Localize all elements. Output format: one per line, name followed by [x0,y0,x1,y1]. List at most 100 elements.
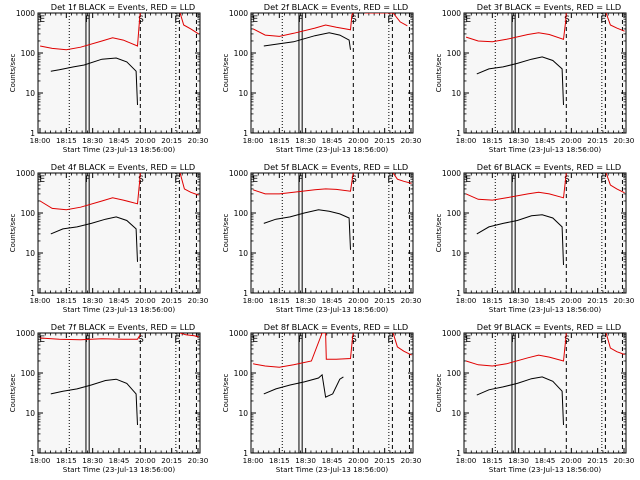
x-tick-label: 18:15 [482,136,503,145]
detector-panel-6: Det 6f BLACK = Events, RED = LLD 1 10 100 10… [435,162,635,314]
event-marker-label: E [252,335,258,345]
plot-frame [463,332,627,454]
series-events [476,376,564,426]
series-lld [179,333,199,338]
series-lld [179,173,199,196]
x-tick-label: 20:30 [614,136,635,145]
event-marker-label: S [138,175,144,185]
x-tick-label: 18:45 [109,136,130,145]
x-tick-label: 18:30 [295,296,316,305]
detector-panel-7: Det 7f BLACK = Events, RED = LLD 1 10 100 10… [9,322,209,474]
y-tick-label: 1 [243,449,248,458]
x-tick-label: 18:45 [535,136,556,145]
x-tick-label: 18:15 [56,296,77,305]
x-tick-label: 18:15 [269,456,290,465]
series-events [50,378,138,426]
x-tick-label: 20:30 [401,456,422,465]
y-tick-label: 1 [456,449,461,458]
y-tick-label: 1000 [442,169,461,178]
event-marker-label: F [511,15,516,25]
series-lld [605,13,625,32]
x-tick-label: 20:30 [401,136,422,145]
event-marker-label: S [564,335,570,345]
x-axis-label: Start Time (23-Jul-13 18:56:00) [276,145,389,154]
event-marker-label: E [387,335,393,345]
plot-frame [463,12,627,134]
series-lld [364,13,408,27]
event-marker-label: E [465,335,471,345]
x-tick-label: 18:15 [482,296,503,305]
x-tick-label: 18:45 [109,296,130,305]
series-lld [252,13,354,37]
x-tick-label: 18:30 [508,296,529,305]
event-marker-label: E [387,15,393,25]
x-axis-label: Start Time (23-Jul-13 18:56:00) [63,305,176,314]
y-tick-label: 100 [234,369,249,378]
event-marker-label: S [138,335,144,345]
event-marker-label: E [39,175,45,185]
detector-panel-1: Det 1f BLACK = Events, RED = LLD 1 10 100 10… [9,2,209,154]
x-tick-label: 18:45 [322,296,343,305]
y-tick-label: 1 [456,129,461,138]
x-tick-label: 20:15 [161,296,182,305]
event-marker-label: F [511,335,516,345]
x-tick-label: 20:30 [614,456,635,465]
x-tick-label: 18:45 [322,456,343,465]
series-lld [40,334,141,341]
panel-title: Det 4f BLACK = Events, RED = LLD [51,162,195,172]
event-marker-label: S [138,15,144,25]
y-tick-label: 100 [447,209,462,218]
x-tick-label: 20:00 [561,456,582,465]
event-marker-label: E [600,175,606,185]
y-axis-label: Counts/sec [435,374,443,413]
plot-frame [250,332,414,454]
event-marker-label: F [511,175,516,185]
x-tick-label: 20:00 [348,296,369,305]
y-tick-label: 100 [447,369,462,378]
y-tick-label: 1000 [229,9,248,18]
detector-panel-2: Det 2f BLACK = Events, RED = LLD 1 10 100 10… [222,2,422,154]
y-axis-label: Counts/sec [222,374,230,413]
y-axis-label: Counts/sec [435,54,443,93]
y-tick-label: 1000 [16,329,35,338]
y-tick-label: 100 [447,49,462,58]
y-tick-label: 1 [456,289,461,298]
y-tick-label: 1000 [16,9,35,18]
x-tick-label: 18:00 [456,136,477,145]
event-marker-label: F [298,335,303,345]
x-tick-label: 20:30 [188,296,209,305]
x-tick-label: 20:00 [135,296,156,305]
series-events [50,57,138,106]
series-lld [392,333,412,356]
series-events [476,214,564,266]
event-marker-label: F [298,175,303,185]
x-tick-label: 18:30 [82,136,103,145]
x-tick-label: 20:30 [188,456,209,465]
y-tick-label: 10 [451,249,461,258]
event-marker-label: E [600,15,606,25]
x-tick-label: 20:15 [374,136,395,145]
series-lld [465,13,567,43]
x-tick-label: 18:30 [508,136,529,145]
y-tick-label: 10 [25,89,35,98]
x-tick-label: 20:15 [374,296,395,305]
plot-frame [37,332,201,454]
event-marker-label: E [465,15,471,25]
x-tick-label: 18:00 [30,456,51,465]
x-tick-label: 18:30 [82,456,103,465]
x-tick-label: 18:00 [243,296,264,305]
y-tick-label: 100 [234,49,249,58]
x-tick-label: 18:30 [82,296,103,305]
y-axis-label: Counts/sec [222,54,230,93]
event-marker-label: S [351,175,357,185]
panel-title: Det 7f BLACK = Events, RED = LLD [51,322,195,332]
x-tick-label: 18:30 [508,456,529,465]
series-events [263,373,344,398]
x-tick-label: 18:00 [456,456,477,465]
event-marker-label: F [298,15,303,25]
x-tick-label: 20:00 [135,456,156,465]
x-tick-label: 18:15 [269,136,290,145]
x-axis-label: Start Time (23-Jul-13 18:56:00) [63,145,176,154]
x-tick-label: 20:15 [587,296,608,305]
